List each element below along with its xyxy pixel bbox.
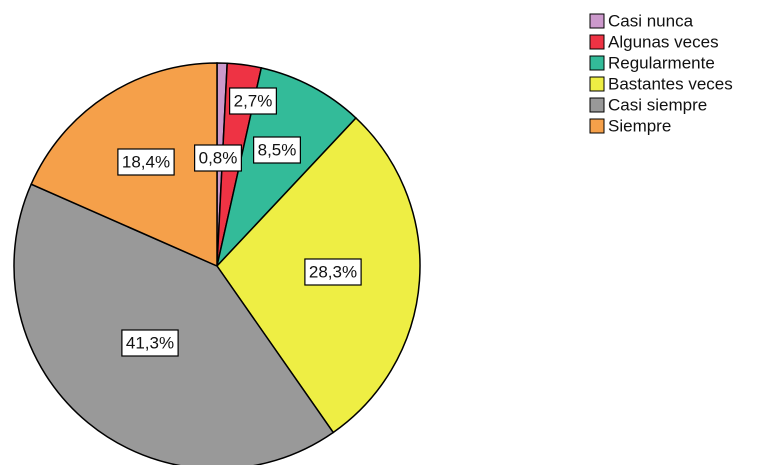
legend-label: Algunas veces bbox=[608, 32, 719, 51]
label-box bbox=[117, 148, 175, 176]
data-label: 8,5% bbox=[258, 140, 297, 159]
legend-label: Bastantes veces bbox=[608, 74, 733, 93]
legend-label: Casi nunca bbox=[608, 11, 694, 30]
label-box bbox=[229, 87, 277, 115]
legend-swatch bbox=[589, 34, 605, 50]
label-box bbox=[194, 144, 242, 172]
pie-slice bbox=[13, 183, 335, 465]
legend-swatch bbox=[589, 13, 605, 29]
label-box bbox=[304, 258, 362, 286]
data-label: 41,3% bbox=[126, 333, 174, 352]
legend-swatch bbox=[589, 55, 605, 71]
legend-label: Siempre bbox=[608, 116, 671, 135]
label-box bbox=[253, 136, 301, 164]
label-box bbox=[121, 329, 179, 357]
data-label: 28,3% bbox=[309, 262, 357, 281]
data-label: 0,8% bbox=[199, 148, 238, 167]
pie-slice bbox=[215, 66, 358, 269]
legend-label: Casi siempre bbox=[608, 95, 707, 114]
legend-swatch bbox=[589, 97, 605, 113]
data-label: 2,7% bbox=[234, 91, 273, 110]
legend-label: Regularmente bbox=[608, 53, 715, 72]
legend-swatch bbox=[589, 118, 605, 134]
legend-swatch bbox=[589, 76, 605, 92]
data-label: 18,4% bbox=[122, 152, 170, 171]
